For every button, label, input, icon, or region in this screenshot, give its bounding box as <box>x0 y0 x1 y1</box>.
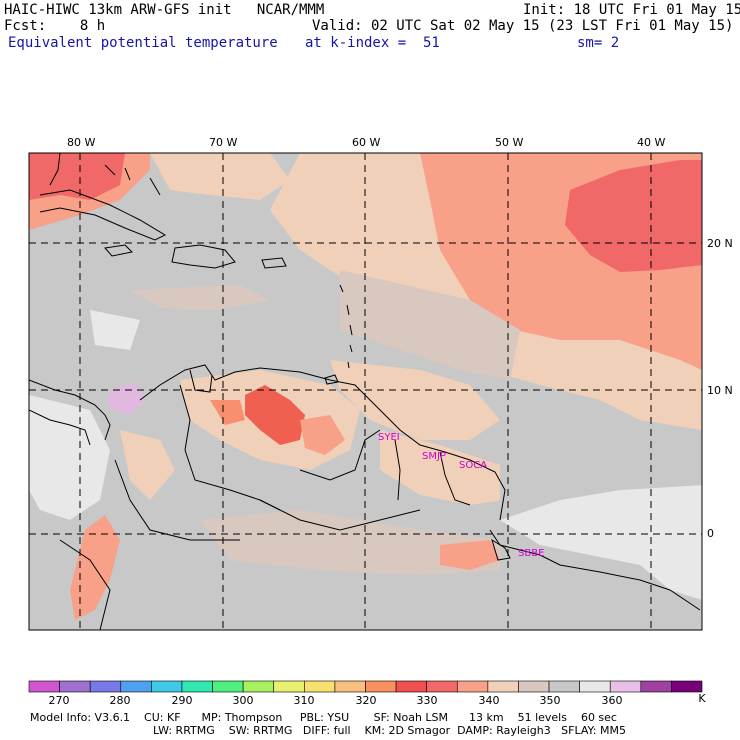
model-info-line2: LW: RRTMG SW: RRTMG DIFF: full KM: 2D Sm… <box>153 724 626 737</box>
colorbar-label-300: 300 <box>232 694 254 707</box>
colorbar-label-330: 330 <box>416 694 438 707</box>
lat-label-10n: 10 N <box>707 384 733 397</box>
header-title: HAIC-HIWC 13km ARW-GFS init NCAR/MMM <box>4 2 325 18</box>
lon-label-40w: 40 W <box>637 136 666 149</box>
colorbar-swatch <box>426 680 458 693</box>
colorbar-swatch <box>242 680 275 693</box>
theta-e-field <box>29 153 702 630</box>
coastlines <box>29 153 701 630</box>
colorbar-swatch <box>640 680 672 693</box>
init-time: Init: 18 UTC Fri 01 May 15 <box>523 2 740 18</box>
model-info-line1: Model Info: V3.6.1 CU: KF MP: Thompson P… <box>30 711 617 724</box>
grid-lines <box>29 153 702 630</box>
colorbar-label-340: 340 <box>478 694 500 707</box>
lat-label-20n: 20 N <box>707 237 733 250</box>
colorbar-swatch <box>89 680 122 693</box>
colorbar-swatch <box>671 680 703 693</box>
colorbar-label-350: 350 <box>539 694 561 707</box>
level-info: at k-index = 51 <box>305 35 440 51</box>
colorbar-swatch <box>395 680 427 693</box>
valid-time: Valid: 02 UTC Sat 02 May 15 (23 LST Fri … <box>312 18 734 34</box>
colorbar-swatch <box>181 680 213 693</box>
colorbar-label-290: 290 <box>171 694 193 707</box>
colorbar-swatch <box>456 680 489 693</box>
colorbar-swatch <box>579 680 611 693</box>
station-label-soca: SOCA <box>459 460 488 471</box>
colorbar-label-320: 320 <box>355 694 377 707</box>
colorbar-swatch <box>304 680 336 693</box>
lon-label-70w: 70 W <box>209 136 238 149</box>
colorbar-swatch <box>487 680 519 693</box>
colorbar-swatch <box>120 680 152 693</box>
colorbar-unit: K <box>698 692 706 705</box>
colorbar-swatch <box>212 680 244 693</box>
colorbar-swatch <box>518 680 550 693</box>
lon-label-60w: 60 W <box>352 136 381 149</box>
field-name: Equivalent potential temperature <box>8 35 278 51</box>
colorbar-swatch <box>365 680 397 693</box>
lon-label-50w: 50 W <box>495 136 524 149</box>
colorbar-label-280: 280 <box>109 694 131 707</box>
colorbar-swatch <box>151 680 183 693</box>
station-label-syei: SYEI <box>378 432 400 443</box>
colorbar-swatch <box>273 680 305 693</box>
colorbar-label-310: 310 <box>293 694 315 707</box>
colorbar-swatch <box>28 680 60 693</box>
colorbar <box>28 680 703 693</box>
station-label-smjp: SMJP <box>422 451 446 462</box>
map-frame <box>28 152 703 631</box>
colorbar-label-270: 270 <box>48 694 70 707</box>
station-label-sbbe: SBBE <box>518 548 545 559</box>
lon-label-80w: 80 W <box>67 136 96 149</box>
colorbar-swatch <box>59 680 91 693</box>
lat-label-0: 0 <box>707 527 714 540</box>
colorbar-swatch <box>548 680 580 693</box>
colorbar-swatch <box>609 680 642 693</box>
colorbar-swatch <box>334 680 366 693</box>
colorbar-label-360: 360 <box>601 694 623 707</box>
smoothing-info: sm= 2 <box>577 35 620 51</box>
forecast-hour: Fcst: 8 h <box>4 18 106 34</box>
